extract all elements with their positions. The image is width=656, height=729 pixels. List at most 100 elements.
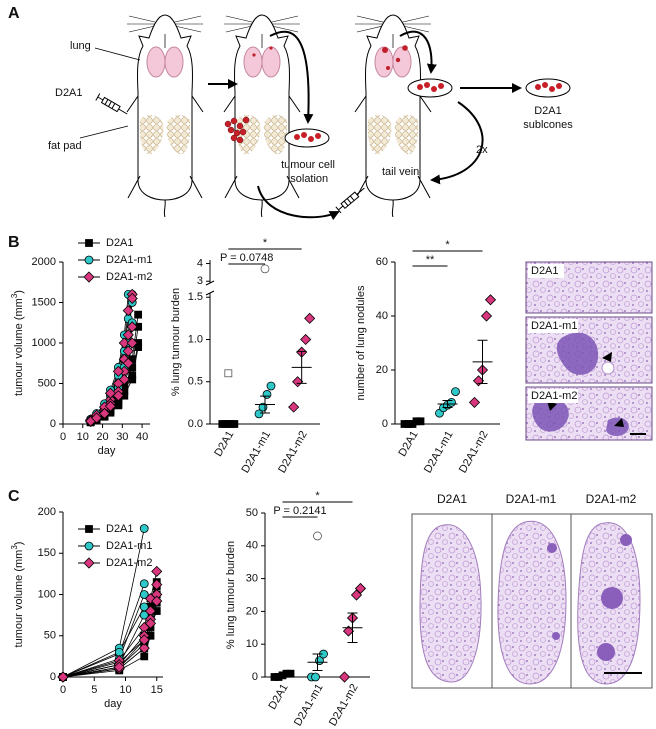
metastasis: [395, 57, 401, 63]
cell: [417, 84, 423, 90]
sem-bar: [312, 653, 323, 671]
legend-marker: [85, 525, 93, 533]
panel-letter: C: [8, 488, 20, 505]
metastasis: [269, 46, 273, 50]
data-point: [311, 672, 320, 682]
y-tick-label: 500: [38, 377, 56, 389]
x-axis-label: day: [104, 698, 122, 710]
y-tick-label: 20: [246, 605, 258, 617]
label: isolation: [288, 173, 328, 185]
sem-bar: [296, 350, 307, 384]
data-point: [113, 661, 125, 673]
metastasis: [547, 543, 557, 553]
metastasis: [620, 534, 632, 546]
data-point: [126, 292, 138, 305]
metastasis: [597, 643, 615, 661]
y-tick-label: 10: [246, 638, 258, 650]
sem-bar: [347, 612, 358, 644]
data-point: [98, 407, 111, 420]
data-point: [304, 312, 316, 324]
micrograph-label: D2A1-m1: [531, 320, 577, 332]
data-point: [139, 590, 149, 599]
cell: [438, 83, 444, 89]
micrograph-label: D2A1-m2: [531, 390, 577, 402]
data-point: [151, 565, 163, 577]
outlier-point: [313, 531, 322, 541]
data-point: [254, 409, 264, 419]
legend-label: D2A1: [106, 237, 134, 249]
data-point: [126, 321, 138, 333]
legend-label: D2A1-m1: [106, 540, 152, 552]
data-point: [139, 524, 149, 533]
y-tick-label: 50: [246, 507, 258, 519]
arrowhead-mark: [547, 401, 624, 427]
label-box: [528, 389, 578, 403]
cell: [424, 82, 430, 88]
tumour-cell: [230, 134, 238, 142]
data-point: [118, 373, 130, 386]
cell: [542, 82, 548, 88]
sem-bar: [407, 421, 418, 425]
y-label-sup: 3: [10, 545, 19, 550]
y-axis-label: number of lung nodules: [355, 285, 367, 400]
data-point: [104, 400, 117, 412]
dish-cells: [535, 82, 562, 92]
tumour-cell: [224, 120, 232, 128]
arrow: [430, 101, 484, 185]
panel-letter: A: [8, 5, 20, 22]
data-point: [140, 652, 149, 661]
data-point: [118, 337, 130, 349]
syringe: [335, 187, 365, 214]
cell: [556, 83, 562, 89]
y-tick-label: 0: [50, 671, 56, 683]
outlier-point: [260, 264, 270, 274]
y-tick-label: 0: [50, 418, 56, 430]
data-point: [122, 345, 134, 357]
legend-label: D2A1-m1: [106, 254, 152, 266]
mouse: [223, 14, 301, 217]
y-label-text: tumour volume (mm: [13, 298, 25, 396]
label-box: [528, 264, 564, 278]
dish-cells: [294, 132, 321, 142]
tumour-cell: [227, 126, 235, 134]
y-tick-label: 100: [38, 588, 56, 600]
mouse: [354, 14, 432, 217]
x-tick-label: 10: [119, 684, 131, 696]
metastasis: [601, 587, 623, 609]
y-axis-label: tumour volume (mm3): [10, 542, 25, 648]
y-label-text: % lung tumour burden: [225, 541, 237, 649]
leader-line: [79, 47, 141, 139]
data-point: [480, 310, 493, 322]
axis-break: [205, 280, 215, 296]
cell: [549, 86, 555, 92]
data-point: [354, 582, 367, 595]
legend-marker: [83, 271, 95, 283]
mouse-line: [62, 594, 145, 678]
y-tick-label: 3: [197, 275, 203, 287]
data-point: [122, 329, 134, 341]
y-tick-label: 150: [38, 547, 56, 559]
data-point: [139, 602, 149, 612]
y-label-text: % lung tumour burden: [170, 288, 182, 396]
arrow: [269, 30, 314, 124]
label: tumour cell: [281, 159, 335, 171]
y-tick-label: 1.5: [188, 291, 203, 303]
lung-section: [497, 520, 567, 685]
x-tick-label: D2A1-m1: [292, 682, 326, 728]
data-point: [134, 310, 143, 319]
data-point: [138, 634, 150, 646]
data-point: [122, 305, 134, 317]
y-tick-label: 0: [252, 671, 258, 683]
data-point: [138, 642, 150, 654]
label: lung: [70, 40, 91, 52]
y-tick-label: 40: [246, 540, 258, 552]
syringe-parts: [95, 93, 128, 115]
x-tick-label: D2A1: [396, 429, 420, 459]
metastasis: [382, 47, 388, 53]
x-tick-label: D2A1: [266, 682, 290, 712]
tumour-cell: [236, 122, 244, 130]
metastasis: [386, 66, 390, 70]
data-point: [468, 396, 481, 408]
